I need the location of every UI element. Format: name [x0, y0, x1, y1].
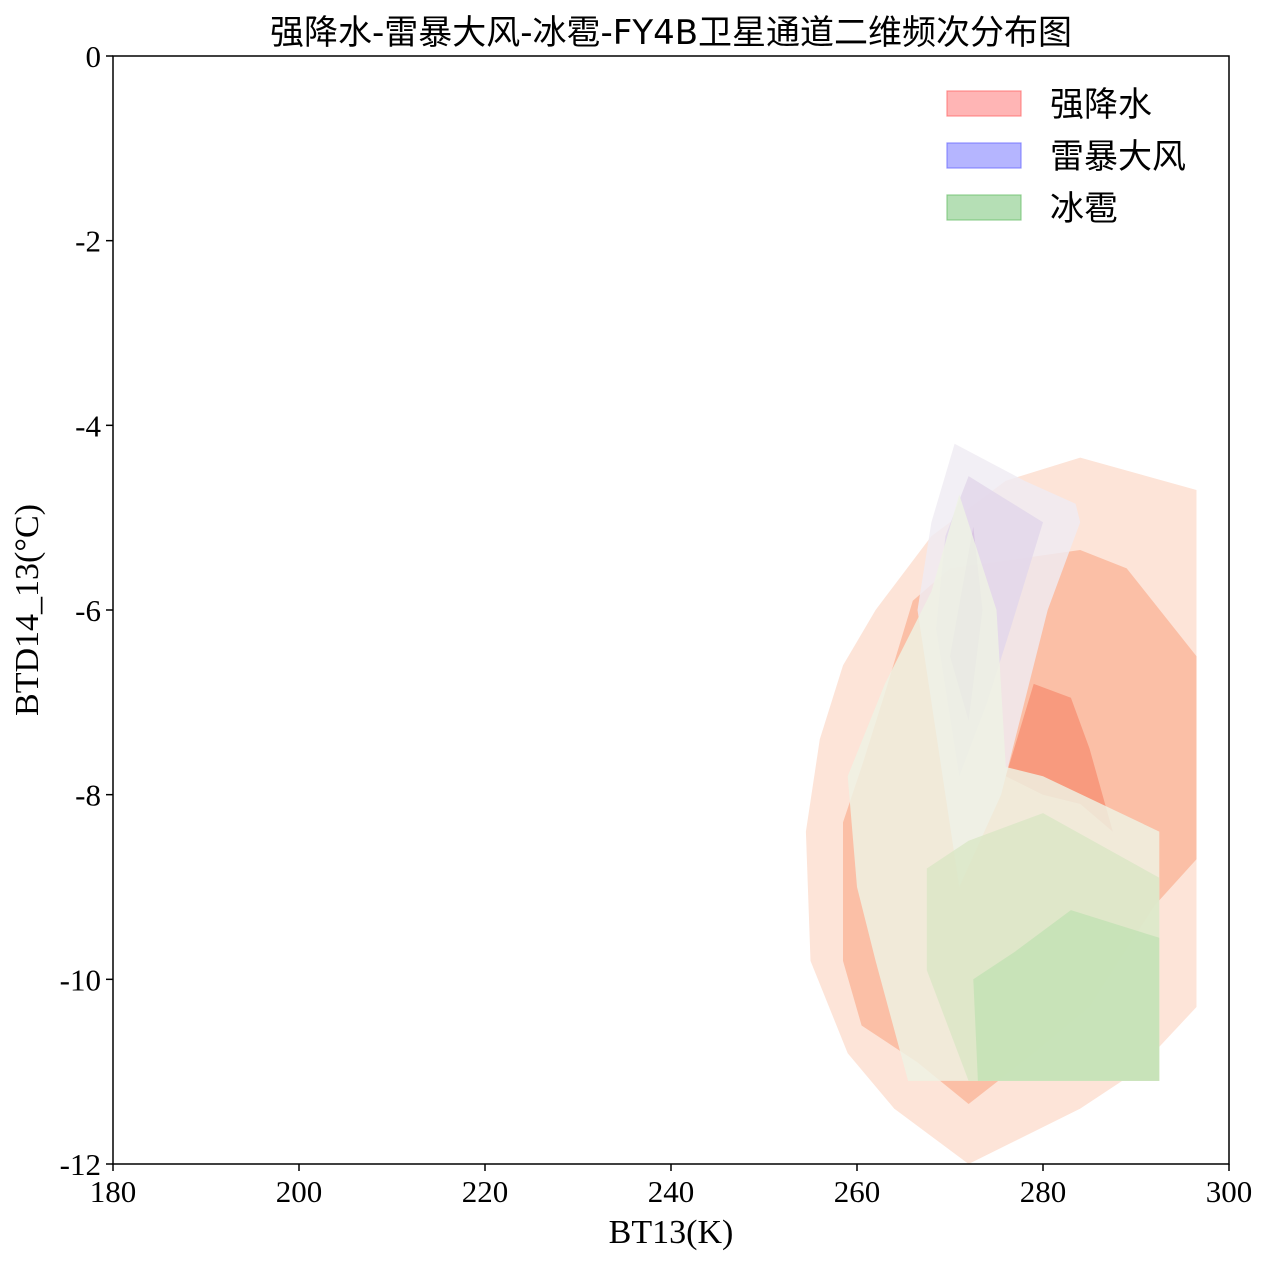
legend-label: 强降水: [1050, 85, 1152, 125]
x-tick-label: 200: [276, 1174, 323, 1209]
y-tick-label: -2: [75, 224, 101, 259]
x-tick-label: 260: [834, 1174, 881, 1209]
legend-swatch: [946, 194, 1022, 221]
chart-title: 强降水-雷暴大风-冰雹-FY4B卫星通道二维频次分布图: [270, 13, 1072, 53]
contour-layers: [805, 443, 1197, 1164]
y-tick-label: 0: [86, 39, 102, 74]
x-tick-label: 220: [462, 1174, 509, 1209]
legend-label: 冰雹: [1050, 189, 1118, 229]
y-axis: 0 -2 -4 -6 -8 -10 -12: [60, 39, 113, 1182]
y-tick-label: -12: [60, 1147, 101, 1182]
y-tick-label: -8: [75, 778, 101, 813]
x-tick-label: 280: [1020, 1174, 1067, 1209]
x-axis: 180 200 220 240 260 280 300: [90, 1164, 1253, 1209]
legend-swatch: [946, 90, 1022, 117]
legend-swatch: [946, 142, 1022, 169]
x-axis-label: BT13(K): [609, 1214, 734, 1251]
y-tick-label: -6: [75, 593, 101, 628]
x-tick-label: 300: [1206, 1174, 1253, 1209]
legend-label: 雷暴大风: [1050, 137, 1186, 177]
y-tick-label: -10: [60, 962, 101, 997]
x-tick-label: 240: [648, 1174, 695, 1209]
x-tick-label: 180: [90, 1174, 137, 1209]
y-axis-label: BTD14_13(°C): [9, 504, 46, 716]
contour-3-level-3: [973, 910, 1160, 1081]
contour-1-level-3: [1005, 683, 1113, 832]
y-tick-label: -4: [75, 408, 101, 443]
